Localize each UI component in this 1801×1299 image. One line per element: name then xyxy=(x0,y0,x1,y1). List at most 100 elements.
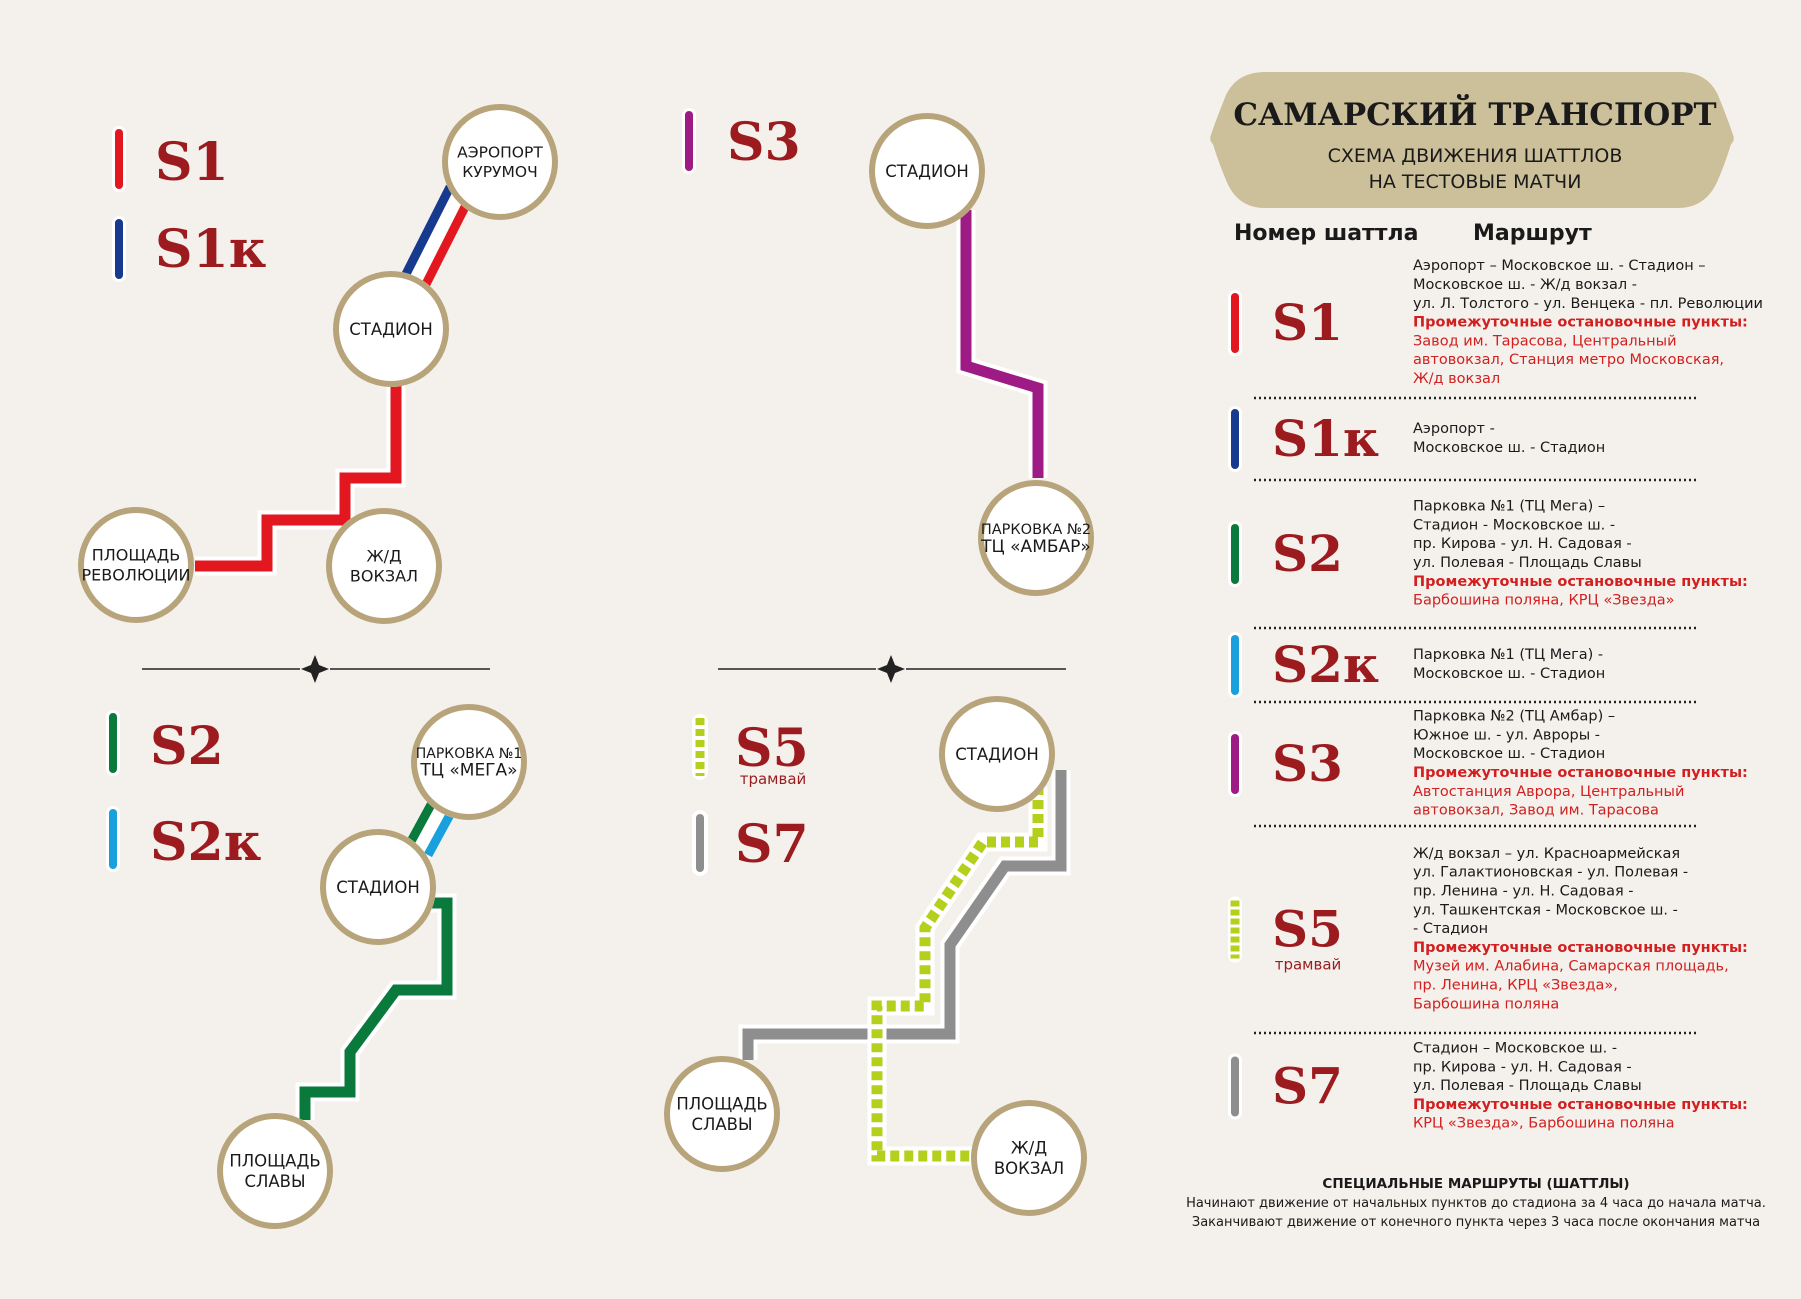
stop-ring xyxy=(442,104,558,220)
stop-ring xyxy=(869,113,985,229)
stop-ring xyxy=(939,696,1055,812)
route-code: S1 xyxy=(1272,293,1343,352)
page-title: САМАРСКИЙ ТРАНСПОРТ xyxy=(1233,93,1716,133)
stop-ring xyxy=(971,1100,1087,1216)
route-code: S1к xyxy=(1272,409,1379,468)
stop-ring xyxy=(320,829,436,945)
route-line-s1-red xyxy=(195,328,402,572)
intermediate-stops-line: пр. Ленина, КРЦ «Звезда», xyxy=(1413,978,1618,994)
intermediate-stops-title: Промежуточные остановочные пункты: xyxy=(1413,940,1748,956)
stop-ring xyxy=(333,271,449,387)
page-subtitle-line1: СХЕМА ДВИЖЕНИЯ ШАТТЛОВ xyxy=(1328,145,1623,167)
intermediate-stops-line: Ж/д вокзал xyxy=(1413,371,1500,387)
route-description-line: Московское ш. - Стадион xyxy=(1413,440,1605,456)
route-line-s7-grey xyxy=(742,770,1067,1060)
stop-label: ПЛОЩАДЬ xyxy=(92,546,181,565)
banner-shape xyxy=(1210,72,1734,208)
intermediate-stops-line: Завод им. Тарасова, Центральный xyxy=(1413,333,1677,349)
divider-star-icon xyxy=(877,655,905,683)
stop-label: Ж/Д xyxy=(366,547,401,566)
route-description-line: пр. Ленина - ул. Н. Садовая - xyxy=(1413,884,1634,900)
title-banner: САМАРСКИЙ ТРАНСПОРТ СХЕМА ДВИЖЕНИЯ ШАТТЛ… xyxy=(1210,72,1734,208)
route-table: S1 Аэропорт – Московское ш. - Стадион – Мо… xyxy=(1228,258,1763,1132)
route-description-line: ул. Ташкентская - Московское ш. - xyxy=(1413,902,1678,918)
legend-label-s5-tram: трамвай xyxy=(740,770,807,788)
route-description-line: Московское ш. - Ж/д вокзал - xyxy=(1413,277,1637,293)
stop-ring xyxy=(664,1056,780,1172)
stop-ring xyxy=(217,1113,333,1229)
stop-label: ТЦ «АМБАР» xyxy=(980,537,1091,557)
route-line-s3-purple xyxy=(960,210,1044,478)
stop-label: ТЦ «МЕГА» xyxy=(419,761,517,781)
route-code: S3 xyxy=(1272,734,1343,793)
intermediate-stops-line: автовокзал, Завод им. Тарасова xyxy=(1413,803,1659,819)
route-line-s1k-blue xyxy=(398,184,455,283)
stop-label: СЛАВЫ xyxy=(691,1115,752,1134)
legend-label-s7: S7 xyxy=(735,814,809,875)
stop-label: АЭРОПОРТ xyxy=(457,144,543,162)
legend-bar-s2k-color xyxy=(109,809,117,869)
route-description-line: Южное ш. - ул. Авроры - xyxy=(1413,727,1600,743)
stop-stadium: СТАДИОН xyxy=(320,829,436,945)
route-color-bar xyxy=(1231,635,1239,695)
footer-line-1: Начинают движение от начальных пунктов д… xyxy=(1186,1196,1766,1211)
divider-star-icon xyxy=(301,655,329,683)
route-description-line: пр. Кирова - ул. Н. Садовая - xyxy=(1413,1059,1632,1075)
intermediate-stops-title: Промежуточные остановочные пункты: xyxy=(1413,315,1748,331)
route-row-s2k: S2к Парковка №1 (ТЦ Мега) - Московское ш. … xyxy=(1228,632,1696,704)
page-subtitle-line2: НА ТЕСТОВЫЕ МАТЧИ xyxy=(1369,171,1582,193)
route-description-line: Аэропорт - xyxy=(1413,421,1495,437)
route-description-line: Парковка №1 (ТЦ Мега) – xyxy=(1413,499,1605,515)
route-description-line: ул. Галактионовская - ул. Полевая - xyxy=(1413,865,1688,881)
footer-title: СПЕЦИАЛЬНЫЕ МАРШРУТЫ (ШАТТЛЫ) xyxy=(1322,1176,1629,1192)
route-row-s1: S1 Аэропорт – Московское ш. - Стадион – Мо… xyxy=(1228,258,1763,400)
route-row-s2: S2 Парковка №1 (ТЦ Мега) – Стадион - Моско… xyxy=(1228,499,1748,630)
route-row-s1k: S1к Аэропорт - Московское ш. - Стадион xyxy=(1228,406,1696,482)
stop-stadium: СТАДИОН xyxy=(869,113,985,229)
map-s5-s7: S5 трамвай S7 СТАДИОН ПЛОЩАДЬ СЛАВЫ Ж/Д ВО… xyxy=(664,696,1087,1216)
route-description-line: Московское ш. - Стадион xyxy=(1413,666,1605,682)
route-description-line: ул. Полевая - Площадь Славы xyxy=(1413,555,1642,571)
route-color-bar xyxy=(1231,1056,1239,1117)
stop-ring xyxy=(326,508,442,624)
banner-right-tip xyxy=(1718,128,1734,152)
route-color-bar xyxy=(1231,409,1239,469)
stop-label: СТАДИОН xyxy=(885,162,969,181)
column-header-number: Номер шаттла xyxy=(1234,221,1419,246)
stop-ring xyxy=(978,480,1094,596)
route-description-line: Стадион - Московское ш. - xyxy=(1413,517,1615,533)
legend-bar-s3-color xyxy=(685,111,693,171)
legend-label-s5: S5 xyxy=(735,718,809,779)
route-code: S7 xyxy=(1272,1057,1343,1116)
route-description-line: пр. Кирова - ул. Н. Садовая - xyxy=(1413,536,1632,552)
intermediate-stops-line: автовокзал, Станция метро Московская, xyxy=(1413,352,1724,368)
stop-stadium: СТАДИОН xyxy=(333,271,449,387)
route-code: S2 xyxy=(1272,524,1343,583)
legend-bar-s1-color xyxy=(115,129,123,189)
route-line-s1-upper xyxy=(418,194,475,293)
legend-label-s3: S3 xyxy=(727,112,801,173)
legend-bar-s2-color xyxy=(109,713,117,773)
divider-right xyxy=(718,655,1066,683)
route-code-subtitle: трамвай xyxy=(1275,956,1342,974)
legend-label-s1: S1 xyxy=(155,132,229,193)
route-color-bar xyxy=(1231,524,1239,584)
stop-label: СЛАВЫ xyxy=(244,1172,305,1191)
stop-ring xyxy=(78,507,194,623)
route-description-line: Стадион – Московское ш. - xyxy=(1413,1041,1617,1057)
stop-label: ПЛОЩАДЬ xyxy=(229,1151,320,1170)
footer-line-2: Заканчивают движение от конечного пункта… xyxy=(1192,1215,1760,1230)
stop-label: СТАДИОН xyxy=(336,878,420,897)
stop-label: СТАДИОН xyxy=(349,320,433,339)
stop-label: Ж/Д xyxy=(1011,1138,1047,1157)
